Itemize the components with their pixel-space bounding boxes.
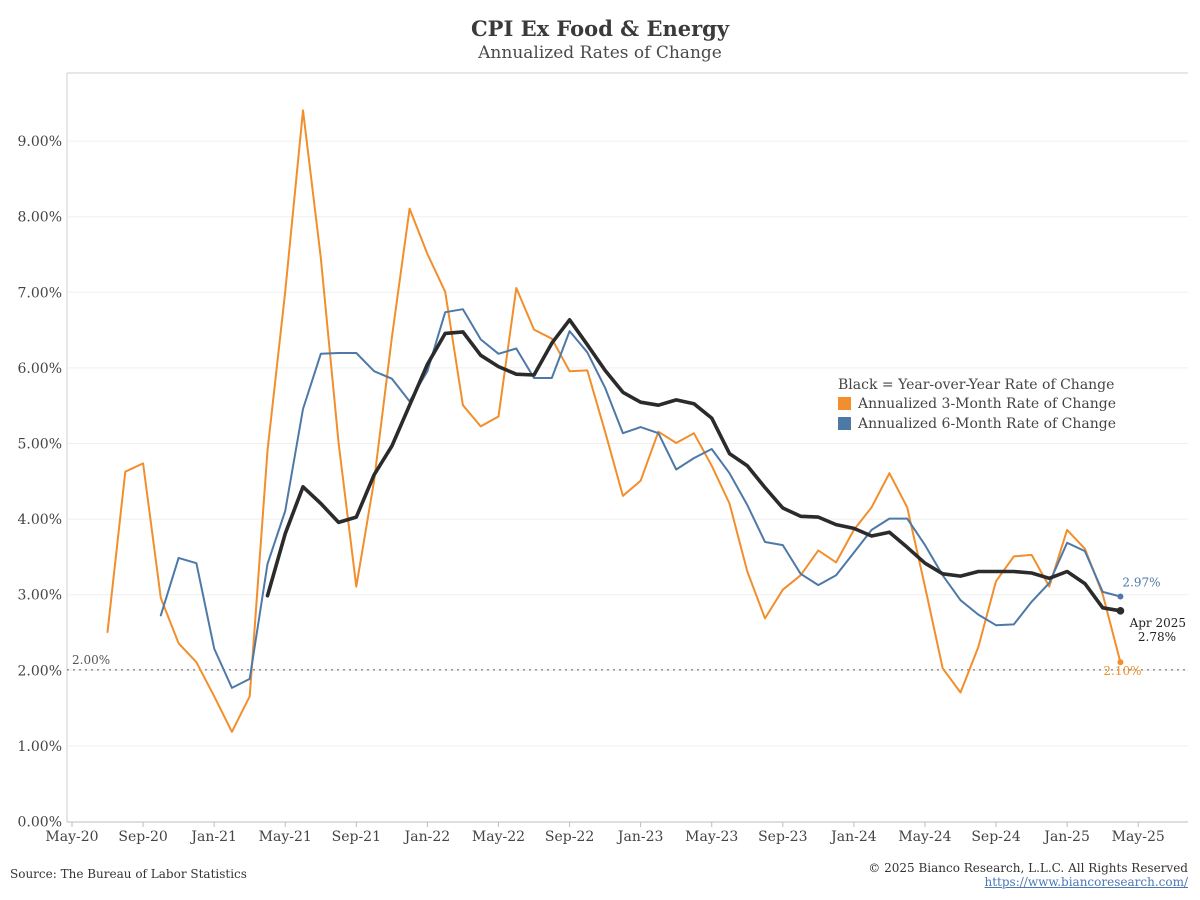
- end-point-yoy: [1116, 607, 1125, 615]
- x-tick-label: Sep-24: [971, 829, 1020, 845]
- legend: Black = Year-over-Year Rate of Change Ann…: [838, 377, 1116, 432]
- x-tick-label: May-22: [472, 829, 525, 845]
- source-note: Source: The Bureau of Labor Statistics: [10, 867, 247, 881]
- x-tick-label: Jan-22: [403, 829, 451, 845]
- y-tick-label: 0.00%: [18, 815, 62, 831]
- x-tick-label: Jan-24: [829, 829, 877, 845]
- series-line-3-month: [106, 109, 1122, 733]
- copyright-text: © 2025 Bianco Research, L.L.C. All Right…: [868, 861, 1188, 875]
- y-tick-label: 5.00%: [18, 437, 62, 453]
- series-line-yoy: [265, 318, 1123, 613]
- x-tick-label: Jan-23: [616, 829, 664, 845]
- y-tick-label: 8.00%: [18, 210, 62, 226]
- legend-header: Black = Year-over-Year Rate of Change: [838, 377, 1114, 393]
- chart-subtitle: Annualized Rates of Change: [478, 43, 722, 63]
- end-point-6-month: [1117, 593, 1124, 600]
- chart-title: CPI Ex Food & Energy: [470, 16, 730, 41]
- x-tick-label: May-24: [898, 829, 951, 845]
- y-tick-label: 9.00%: [18, 134, 62, 150]
- x-tick-label: Sep-23: [758, 829, 807, 845]
- annotation-3-month-last: 2.10%: [1103, 664, 1141, 678]
- x-tick-label: Jan-21: [189, 829, 237, 845]
- legend-label: Annualized 3-Month Rate of Change: [857, 396, 1116, 412]
- legend-label: Annualized 6-Month Rate of Change: [857, 416, 1116, 432]
- y-tick-label: 7.00%: [18, 285, 62, 301]
- y-tick-label: 3.00%: [18, 588, 62, 604]
- x-tick-label: May-20: [45, 829, 98, 845]
- y-tick-label: 1.00%: [18, 739, 62, 755]
- x-tick-label: May-25: [1112, 829, 1165, 845]
- y-tick-label: 6.00%: [18, 361, 62, 377]
- y-tick-label: 4.00%: [18, 512, 62, 528]
- reference-line-label: 2.00%: [72, 653, 110, 667]
- legend-swatch: [838, 397, 851, 410]
- x-tick-label: May-23: [685, 829, 738, 845]
- x-tick-label: May-21: [259, 829, 312, 845]
- y-tick-label: 2.00%: [18, 663, 62, 679]
- legend-swatch: [838, 417, 851, 430]
- x-tick-label: Sep-20: [118, 829, 167, 845]
- series-line-6-month: [159, 308, 1122, 689]
- annotation-yoy-date: Apr 2025: [1129, 616, 1186, 630]
- annotation-yoy-last: 2.78%: [1138, 630, 1176, 644]
- x-tick-label: Sep-21: [332, 829, 381, 845]
- x-tick-label: Jan-25: [1042, 829, 1090, 845]
- x-tick-label: Sep-22: [545, 829, 594, 845]
- annotation-6-month-last: 2.97%: [1122, 575, 1160, 589]
- website-link[interactable]: https://www.biancoresearch.com/: [984, 875, 1188, 889]
- end-point-3-month: [1117, 659, 1124, 666]
- footer-credits: © 2025 Bianco Research, L.L.C. All Right…: [868, 861, 1188, 889]
